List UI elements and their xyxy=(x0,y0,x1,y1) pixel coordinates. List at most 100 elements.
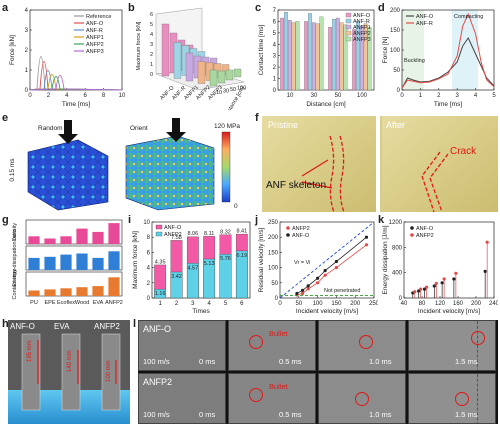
panel-d-legend-label: ANF-O xyxy=(416,14,434,20)
panel-g-bar xyxy=(44,289,56,296)
panel-i-ytick-label: 4 xyxy=(147,266,151,272)
panel-f-pristine-bg xyxy=(262,116,378,212)
panel-g-bar xyxy=(28,236,40,244)
panel-i-value-anf-o: 8.11 xyxy=(204,231,214,237)
panel-i-xtick-label: 2 xyxy=(175,301,179,307)
panel-c-legend-label: ANF-O xyxy=(353,13,371,19)
panel-j-point-ANF-O xyxy=(306,284,310,288)
panel-l-row2-time-4: 1.5 ms xyxy=(455,410,478,419)
panel-b-bar xyxy=(233,68,242,78)
panel-g-bar xyxy=(92,286,104,296)
panel-c-frame xyxy=(277,9,375,91)
panel-k: 0 400 800 1200 40 80 120 160 200 240 ANF-O ANFP2 In… xyxy=(382,216,500,316)
panel-i-bar-anfp2 xyxy=(235,250,248,299)
panel-d-xtick-label: 1 xyxy=(419,93,423,99)
panel-d-line-ANF-O xyxy=(401,36,495,89)
panel-d-xtick-label: 4 xyxy=(474,93,478,99)
panel-a-ytick-label: 2 xyxy=(25,48,29,54)
panel-k-xtick-label: 80 xyxy=(419,301,426,307)
panel-c-bar-ANFP3 xyxy=(343,24,348,91)
panel-e-orient-arrow xyxy=(166,118,186,142)
panel-k-point-ANFP2 xyxy=(413,290,417,294)
panel-l-bullet-circle-2 xyxy=(359,335,373,349)
panel-j-equality-line xyxy=(279,221,375,299)
panel-k-point-ANFP2 xyxy=(454,271,458,275)
panel-b-bar xyxy=(161,23,170,77)
panel-f: Pristine After ANF skeleton Crack xyxy=(262,116,498,212)
panel-c-ytick-label: 4 xyxy=(273,42,277,48)
panel-d-ytick-label: 0 xyxy=(397,88,401,94)
panel-c-chart: 0 1 2 3 4 5 6 7 10 30 50 100 ANF-OANF-RANFP1ANFP2ANF… xyxy=(258,8,375,108)
panel-l-row1-bullet: Bullet xyxy=(269,329,288,338)
panel-f-crack-line-2 xyxy=(429,153,449,212)
panel-k-xtick-label: 40 xyxy=(401,301,408,307)
panel-l-frame-2-2: Bullet 0.5 ms xyxy=(228,373,316,424)
panel-j-ytick-label: 0 xyxy=(275,296,279,302)
panel-c-bar-ANF-O xyxy=(280,17,284,91)
panel-i-value-anf-o: 8.41 xyxy=(236,229,247,235)
panel-i-ytick-label: 0 xyxy=(147,296,151,302)
panel-i-value-anf-o: 8.06 xyxy=(187,231,198,237)
panel-j-not-penetrated-label: Not penetrated xyxy=(324,288,360,294)
panel-l-bullet-circle-5 xyxy=(355,392,369,406)
panel-c-bar-ANFP2 xyxy=(291,22,296,91)
panel-e-orient-cube xyxy=(125,135,215,211)
panel-b-bar xyxy=(221,64,230,75)
panel-c-bar-ANFP2 xyxy=(315,23,320,91)
panel-l-row1-time-2: 0.5 ms xyxy=(279,357,302,366)
panel-d-line-ANF-R xyxy=(401,12,495,89)
panel-a-xtick-label: 6 xyxy=(84,93,88,99)
panel-c-bar-ANFP3 xyxy=(367,26,372,91)
panel-g-row-label: Density xyxy=(12,223,18,242)
panel-i: 0 2 4 6 8 10 4.35 1.16 7.58 3.42 8.06 4.57 8.11 5.13 8… xyxy=(132,216,254,316)
panel-j-xtick-label: 0 xyxy=(278,301,282,307)
panel-f-crack-label: Crack xyxy=(450,146,477,157)
panel-e-random-arrow xyxy=(58,120,78,144)
panel-label-f: f xyxy=(255,112,259,124)
panel-e-random-cube xyxy=(27,139,109,211)
panel-k-point-ANF-O xyxy=(417,289,421,293)
panel-j-equality-label: Vr = Vi xyxy=(294,260,310,266)
panel-c-legend-swatch xyxy=(345,30,352,36)
panel-j-chart: 0 50 100 150 200 250 0 50 100 150 200 250 ANFP2ANF-O… xyxy=(258,220,380,315)
panel-i-legend-label: ANFP2 xyxy=(164,232,182,238)
panel-c-bar-ANFP1 xyxy=(287,20,292,91)
panel-a-xtick-label: 10 xyxy=(119,93,126,99)
panel-i-legend-label: ANF-O xyxy=(164,225,182,231)
panel-f-arrow-1 xyxy=(301,159,329,177)
panel-g-bar xyxy=(60,236,72,244)
panel-label-b: b xyxy=(128,2,135,14)
panel-k-point-ANFP2 xyxy=(424,285,429,289)
panel-g-row-label: Energy-dissipation ratio xyxy=(12,229,18,286)
panel-c-legend-label: ANFP1 xyxy=(353,25,371,31)
panel-j-xtick-label: 200 xyxy=(350,301,361,307)
panel-b-ycat-label: 50 xyxy=(230,87,236,93)
panel-d-xtick-label: 0 xyxy=(400,93,404,99)
panel-k-point-ANFP2 xyxy=(419,287,423,291)
panel-l-bullet-circle-3 xyxy=(471,331,485,345)
panel-c-bar-ANF-O xyxy=(352,29,356,91)
panel-g-xtick-label: ANFP2 xyxy=(105,300,123,306)
panel-g-xtick-label: EVA xyxy=(93,300,104,306)
panel-h-photo: 195 mm 140 mm 100 mm xyxy=(8,320,130,424)
panel-g-row-label: Contact time xyxy=(12,269,18,300)
panel-c-bar-ANFP2 xyxy=(363,23,368,91)
panel-i-bar-anfp2 xyxy=(154,289,167,299)
panel-k-xlabel: Incident velocity [m/s] xyxy=(418,308,480,315)
panel-g-bar xyxy=(44,256,56,270)
panel-g-row-frame xyxy=(25,245,123,271)
panel-d-ytick-label: 200 xyxy=(390,8,401,14)
panel-j-point-ANFP2 xyxy=(334,266,338,270)
panel-e-scale-min: 0 xyxy=(234,203,238,210)
panel-g-bar xyxy=(60,254,72,270)
panel-c-bar-ANF-R xyxy=(284,12,288,91)
panel-l-row2-name: ANFP2 xyxy=(143,377,173,387)
panel-j-ytick-label: 200 xyxy=(268,235,279,241)
panel-e-scale-max: 120 MPa xyxy=(214,123,240,130)
panel-c-bar-ANF-R xyxy=(356,21,360,91)
panel-b-bar xyxy=(217,70,226,84)
panel-j-point-ANFP2 xyxy=(306,287,310,291)
panel-c-legend-swatch xyxy=(345,18,352,24)
panel-c-legend-swatch xyxy=(345,24,352,30)
